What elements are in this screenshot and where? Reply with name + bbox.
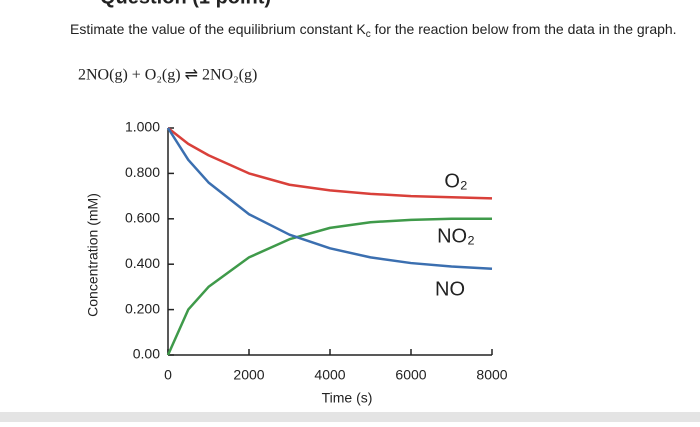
y-tick-label: 0.600 <box>125 210 160 226</box>
plot: 0.00 0.200 0.400 0.600 0.800 1.000 0 2000 4000 60… <box>85 119 508 406</box>
y-tick-label: 0.800 <box>125 164 160 180</box>
y-tick-label: 0.200 <box>125 300 160 316</box>
series-label: NO₂ <box>437 225 475 247</box>
series-line <box>166 217 492 356</box>
y-tick-label: 1.000 <box>125 119 160 135</box>
x-tick-label: 2000 <box>233 367 264 383</box>
question: Estimate the value of the equilibrium co… <box>70 21 677 40</box>
bottom-edge <box>0 412 700 422</box>
series-label: NO <box>435 278 465 300</box>
series-label: O₂ <box>444 170 467 192</box>
equation: 2NO(g) + O₂(g) ⇌ 2NO₂(g) <box>78 67 257 84</box>
y-tick-label: 0.400 <box>125 255 160 271</box>
x-tick-label: 4000 <box>314 367 345 383</box>
y-axis-label: Concentration (mM) <box>85 193 101 317</box>
header: Question (1 point) <box>100 0 271 8</box>
x-axis-label: Time (s) <box>322 390 373 406</box>
question-text: Estimate the value of the equilibrium co… <box>70 21 366 37</box>
series-line <box>167 127 493 200</box>
series-line <box>166 127 493 270</box>
x-tick-label: 6000 <box>395 367 426 383</box>
question-sub: c <box>366 29 371 40</box>
question-text: for the reaction below from the data in … <box>371 21 677 37</box>
y-tick-label: 0.00 <box>133 346 160 362</box>
x-tick-label: 0 <box>164 367 172 383</box>
x-tick-label: 8000 <box>476 367 507 383</box>
